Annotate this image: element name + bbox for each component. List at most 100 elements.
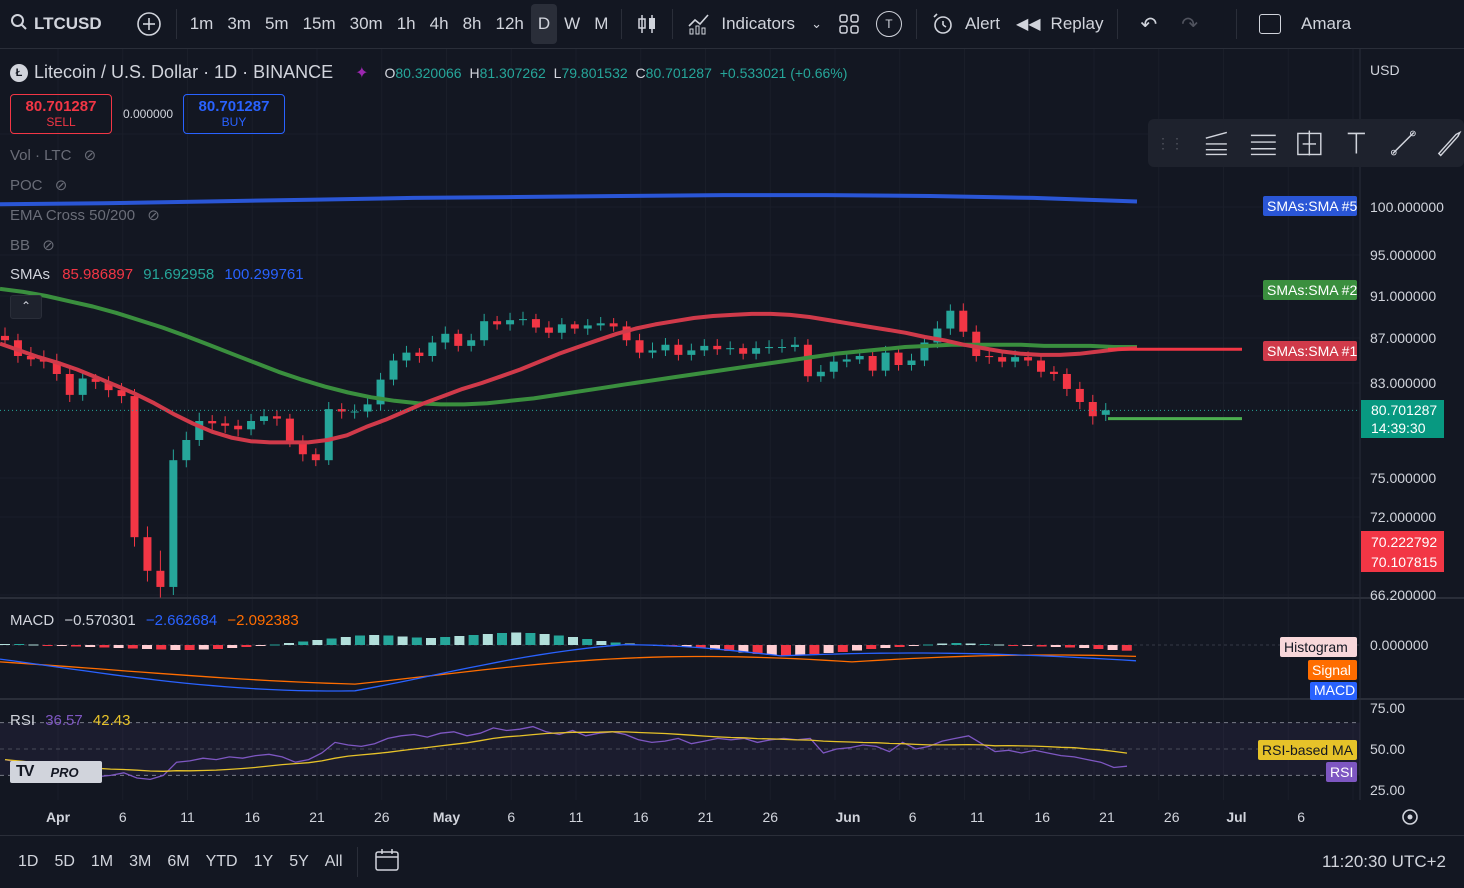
date-tick-label: Apr — [46, 809, 71, 825]
layouts-button[interactable] — [830, 0, 868, 48]
interval-m[interactable]: M — [594, 14, 609, 33]
indicator-bb[interactable]: BB ⊘ — [10, 237, 55, 254]
eye-off-icon[interactable]: ⊘ — [147, 207, 160, 224]
sma5-tag-bg — [1263, 196, 1357, 216]
text-tool-icon[interactable] — [1342, 128, 1371, 158]
templates-button[interactable]: T — [868, 0, 910, 48]
fib-retracement-icon[interactable] — [1249, 128, 1278, 158]
sell-button[interactable]: 80.701287 SELL — [10, 94, 112, 134]
candle-body — [816, 371, 825, 377]
interval-4h[interactable]: 4h — [429, 14, 449, 33]
macd-histogram-bar — [426, 638, 436, 645]
interval-w[interactable]: W — [564, 14, 581, 33]
symbol-search-button[interactable]: LTCUSD — [0, 0, 110, 48]
candle-body — [648, 350, 657, 353]
interval-12h[interactable]: 12h — [495, 14, 524, 33]
replay-label: Replay — [1050, 14, 1104, 33]
date-tick-label: 26 — [1164, 809, 1180, 825]
candle-body — [687, 350, 696, 355]
candle-body — [234, 425, 243, 430]
brush-icon[interactable] — [1435, 128, 1464, 158]
macd-histogram-bar — [213, 645, 223, 649]
chart-canvas[interactable]: 108.000000100.00000095.00000091.00000087… — [0, 49, 1464, 835]
date-tick-label: 16 — [1034, 809, 1050, 825]
range-1m[interactable]: 1M — [90, 853, 114, 870]
candle-body — [803, 344, 812, 377]
eye-off-icon[interactable]: ⊘ — [42, 237, 55, 254]
range-all[interactable]: All — [324, 853, 343, 870]
rsi-legend[interactable]: RSI 36.57 42.43 — [10, 712, 131, 729]
indicator-smas[interactable]: SMAs 85.986897 91.692958 100.299761 — [10, 266, 304, 283]
chevron-up-icon: ⌃ — [20, 299, 32, 313]
date-tick-label: 11 — [569, 809, 584, 825]
low-tag-2: 70.107815 — [1371, 554, 1437, 570]
chart-area[interactable]: 108.000000100.00000095.00000091.00000087… — [0, 49, 1464, 835]
redo-button[interactable]: ↷ — [1173, 0, 1206, 48]
ruler-icon[interactable] — [1389, 128, 1418, 158]
clock-display[interactable]: 11:20:30 UTC+2 — [1322, 852, 1446, 871]
range-6m[interactable]: 6M — [167, 853, 190, 870]
interval-30m[interactable]: 30m — [349, 14, 383, 33]
candle-body — [285, 418, 294, 442]
alert-button[interactable]: Alert — [923, 0, 1008, 48]
range-ytd[interactable]: YTD — [205, 853, 238, 870]
undo-button[interactable]: ↶ — [1124, 0, 1173, 48]
range-1d[interactable]: 1D — [18, 853, 39, 870]
candle-body — [946, 310, 955, 329]
macd-signal-line — [0, 654, 1137, 685]
macd-histogram-bar — [1079, 645, 1090, 648]
collapse-legend-button[interactable]: ⌃ — [10, 295, 42, 319]
indicators-label: Indicators — [721, 14, 796, 33]
interval-5m[interactable]: 5m — [264, 14, 289, 33]
range-1y[interactable]: 1Y — [253, 853, 274, 870]
interval-3m[interactable]: 3m — [227, 14, 251, 33]
range-5y[interactable]: 5Y — [289, 853, 309, 870]
interval-1h[interactable]: 1h — [396, 14, 416, 33]
date-tick-label: 21 — [1099, 809, 1115, 825]
chevron-down-icon: ⌄ — [811, 16, 822, 31]
replay-button[interactable]: ◀◀ Replay — [1008, 0, 1112, 48]
macd-histogram-bar — [880, 645, 891, 648]
candle-body — [713, 345, 722, 350]
candle-body — [894, 352, 903, 365]
interval-d[interactable]: D — [530, 4, 558, 44]
eye-off-icon[interactable]: ⊘ — [54, 177, 68, 194]
eye-off-icon[interactable]: ⊘ — [83, 147, 97, 164]
indicator-vol[interactable]: Vol · LTC ⊘ — [10, 147, 97, 164]
settings-gear-icon — [1402, 809, 1418, 825]
indicator-ema-cross[interactable]: EMA Cross 50/200 ⊘ — [10, 207, 160, 224]
macd-histogram-bar — [454, 636, 465, 645]
date-tick-label: May — [433, 809, 460, 825]
compare-button[interactable] — [128, 0, 170, 48]
layout-name-button[interactable]: Amara — [1251, 0, 1359, 48]
indicator-poc[interactable]: POC ⊘ — [10, 177, 68, 194]
candle-body — [829, 361, 838, 372]
interval-15m[interactable]: 15m — [302, 14, 336, 33]
candle-body — [337, 409, 346, 412]
candle-body — [531, 319, 540, 328]
macd-legend[interactable]: MACD −0.570301 −2.662684 −2.092383 — [10, 612, 299, 629]
sma2-line — [0, 286, 1137, 407]
tradingview-logo[interactable]: TV PRO — [10, 761, 102, 783]
candle-body — [622, 326, 631, 341]
chart-type-button[interactable] — [628, 0, 666, 48]
indicators-button[interactable]: Indicators ⌄ — [679, 0, 830, 48]
histogram-tag: Histogram — [1284, 639, 1348, 655]
interval-1m[interactable]: 1m — [189, 14, 214, 33]
drag-handle-icon[interactable]: ⋮⋮ — [1156, 134, 1184, 151]
rewind-icon: ◀◀ — [1015, 16, 1041, 33]
date-range-button[interactable] — [374, 848, 400, 877]
macd-tag-bg — [1310, 682, 1357, 700]
interval-8h[interactable]: 8h — [462, 14, 482, 33]
rsi-ma-tag-bg — [1258, 740, 1357, 760]
candle-body — [350, 411, 359, 413]
buy-button[interactable]: 80.701287 BUY — [183, 94, 285, 134]
range-3m[interactable]: 3M — [129, 853, 152, 870]
macd-histogram-bar — [71, 645, 81, 647]
range-5d[interactable]: 5D — [54, 853, 75, 870]
spread-value: 0.000000 — [123, 107, 174, 121]
candle-body — [959, 310, 968, 332]
macd-histogram-bar — [14, 644, 25, 645]
pattern-icon[interactable] — [1295, 128, 1324, 158]
trend-lines-icon[interactable] — [1202, 128, 1231, 158]
